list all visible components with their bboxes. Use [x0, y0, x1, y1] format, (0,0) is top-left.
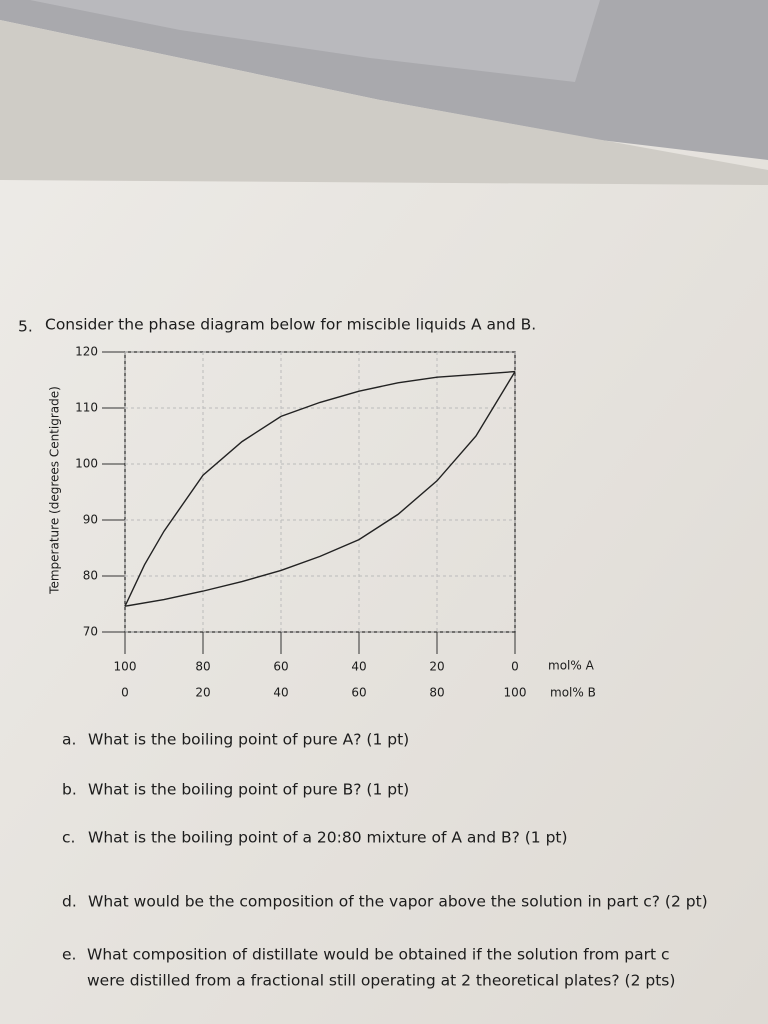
x-tick-label: 100: [504, 686, 527, 700]
x2-tick-label: 100: [114, 660, 137, 674]
question-text: Consider the phase diagram below for mis…: [45, 316, 536, 334]
x-tick-label: 0: [121, 686, 129, 700]
x-axis-label: mol% B: [550, 686, 596, 700]
x-tick-label: 60: [351, 686, 366, 700]
y-axis-label: Temperature (degrees Centigrade): [48, 386, 62, 595]
y-tick-label: 120: [75, 345, 98, 359]
part-label: c.: [62, 829, 75, 847]
shadow: [0, 20, 768, 185]
part-text: What is the boiling point of a 20:80 mix…: [88, 829, 568, 847]
x-tick-label: 80: [429, 686, 444, 700]
questions: a. What is the boiling point of pure A? (…: [62, 731, 708, 990]
chart: 70 80 90 100 110 120 0 20 40 60 80 100 100 80 60 40 20 0: [75, 345, 526, 700]
part-text: What composition of distillate would be …: [87, 946, 669, 964]
part-label: e.: [62, 946, 76, 964]
part-text: What is the boiling point of pure B? (1 …: [88, 781, 409, 799]
y-tick-label: 70: [83, 625, 98, 639]
question-number: 5.: [18, 318, 33, 336]
curve: [124, 370, 516, 607]
y-tick-label: 90: [83, 513, 98, 527]
x2-tick-label: 60: [273, 660, 288, 674]
x2-tick-label: 0: [511, 660, 519, 674]
part-label: d.: [62, 893, 77, 911]
x2-axis-label: mol% A: [548, 659, 595, 673]
x2-tick-label: 40: [351, 660, 366, 674]
x-tick-label: 20: [195, 686, 210, 700]
y-tick-label: 80: [83, 569, 98, 583]
x2-tick-label: 20: [429, 660, 444, 674]
part-label: b.: [62, 781, 77, 799]
x2-tick-label: 80: [195, 660, 210, 674]
trackpad: [30, 0, 600, 82]
x-tick-label: 40: [273, 686, 288, 700]
curve: [124, 371, 516, 607]
part-label: a.: [62, 731, 76, 749]
part-text: What would be the composition of the vap…: [88, 893, 708, 911]
y-tick-label: 110: [75, 401, 98, 415]
y-tick-label: 100: [75, 457, 98, 471]
part-text: were distilled from a fractional still o…: [87, 972, 675, 990]
part-text: What is the boiling point of pure A? (1 …: [88, 731, 409, 749]
